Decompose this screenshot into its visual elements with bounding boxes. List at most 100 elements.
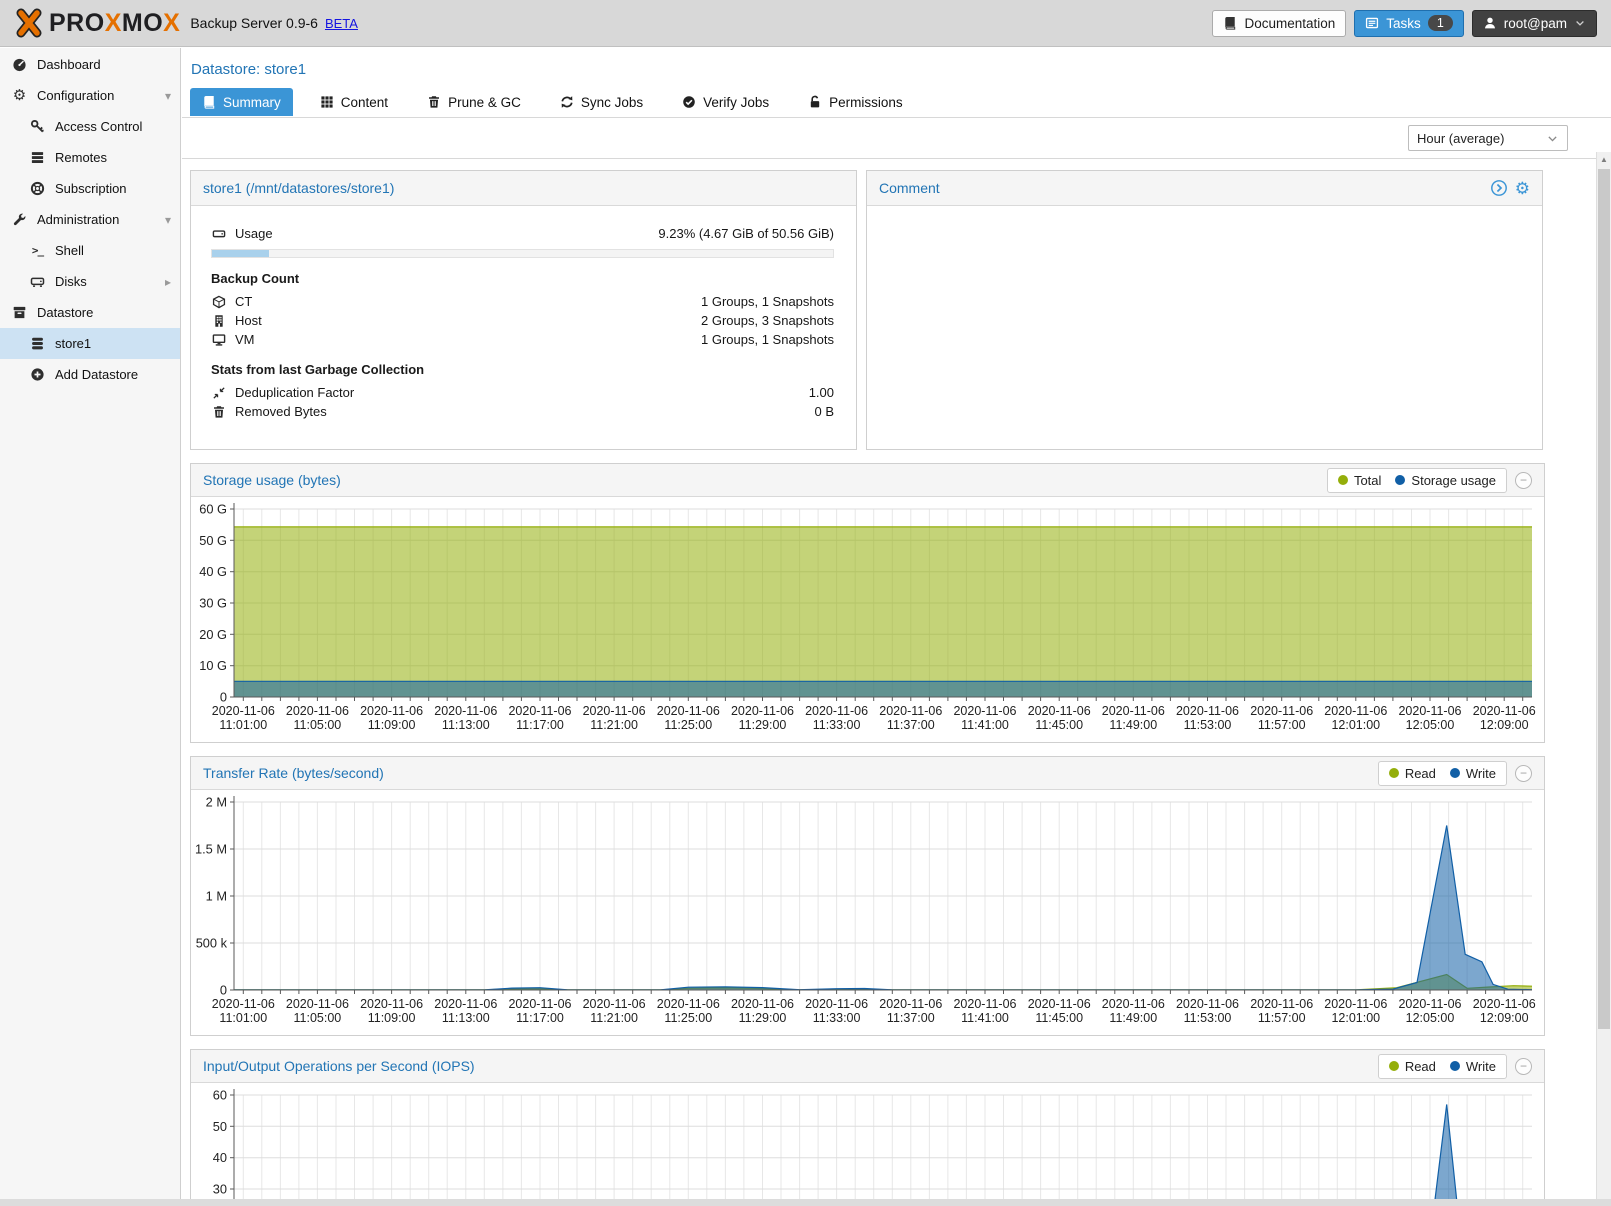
svg-text:11:41:00: 11:41:00 xyxy=(961,1011,1009,1025)
sidebar-item-datastore[interactable]: Datastore xyxy=(0,297,180,328)
tab-permissions[interactable]: Permissions xyxy=(796,88,915,116)
legend-item-read[interactable]: Read xyxy=(1388,1059,1436,1074)
vertical-scrollbar[interactable]: ▲ xyxy=(1596,152,1611,1206)
svg-text:2020-11-06: 2020-11-06 xyxy=(805,704,868,718)
user-menu-button[interactable]: root@pam xyxy=(1471,9,1597,37)
documentation-button[interactable]: Documentation xyxy=(1212,9,1347,37)
legend-dot xyxy=(1449,1061,1460,1071)
archive-icon xyxy=(11,305,28,320)
comment-body[interactable] xyxy=(867,206,1542,448)
legend-item-total[interactable]: Total xyxy=(1337,473,1381,488)
legend-dot xyxy=(1337,475,1348,485)
svg-text:11:05:00: 11:05:00 xyxy=(294,718,342,732)
top-bar: PROXMOX Backup Server 0.9-6 BETA Documen… xyxy=(0,0,1611,47)
chevron-circle-right-icon[interactable] xyxy=(1490,179,1508,197)
svg-text:11:53:00: 11:53:00 xyxy=(1184,718,1232,732)
content-area: Datastore: store1 Summary Content Prune … xyxy=(182,48,1611,1206)
svg-text:11:17:00: 11:17:00 xyxy=(516,1011,564,1025)
svg-text:11:09:00: 11:09:00 xyxy=(368,718,416,732)
svg-text:12:01:00: 12:01:00 xyxy=(1331,718,1380,732)
svg-text:2020-11-06: 2020-11-06 xyxy=(508,704,571,718)
svg-text:11:17:00: 11:17:00 xyxy=(516,718,564,732)
svg-text:11:29:00: 11:29:00 xyxy=(739,1011,787,1025)
backup-row-host: Host 2 Groups, 3 Snapshots xyxy=(211,311,834,330)
chevron-down-icon[interactable]: ▾ xyxy=(164,88,171,103)
svg-text:2020-11-06: 2020-11-06 xyxy=(583,704,646,718)
svg-text:2020-11-06: 2020-11-06 xyxy=(1473,704,1536,718)
sidebar-item-dashboard[interactable]: Dashboard xyxy=(0,49,180,80)
book-icon xyxy=(204,96,215,109)
gc-stats-header: Stats from last Garbage Collection xyxy=(211,362,425,377)
hdd-icon xyxy=(29,274,46,289)
sidebar-item-store1[interactable]: store1 xyxy=(0,328,180,359)
backup-row-ct: CT 1 Groups, 1 Snapshots xyxy=(211,292,834,311)
book-icon xyxy=(1225,17,1236,30)
terminal-icon: >_ xyxy=(31,244,44,257)
storage-usage-chart-panel: Storage usage (bytes) Total Storage usag… xyxy=(190,463,1545,743)
svg-text:10 G: 10 G xyxy=(199,658,227,673)
sidebar-item-add-datastore[interactable]: Add Datastore xyxy=(0,359,180,390)
svg-text:11:33:00: 11:33:00 xyxy=(813,1011,861,1025)
svg-text:11:05:00: 11:05:00 xyxy=(294,1011,342,1025)
sidebar-item-shell[interactable]: >_ Shell xyxy=(0,235,180,266)
gc-row-dedup: Deduplication Factor 1.00 xyxy=(211,383,834,402)
collapse-chart-icon[interactable]: − xyxy=(1515,1057,1532,1075)
trash-icon xyxy=(211,405,227,419)
chart-legend: Read Write xyxy=(1377,760,1507,786)
key-icon xyxy=(29,119,46,134)
transfer-rate-chart-panel: Transfer Rate (bytes/second) Read Write … xyxy=(190,756,1545,1036)
svg-text:30: 30 xyxy=(213,1182,227,1197)
collapse-chart-icon[interactable]: − xyxy=(1515,471,1532,489)
legend-item-read[interactable]: Read xyxy=(1388,766,1436,781)
svg-text:2020-11-06: 2020-11-06 xyxy=(1250,704,1313,718)
tab-content[interactable]: Content xyxy=(308,88,400,116)
sidebar-item-access-control[interactable]: Access Control xyxy=(0,111,180,142)
tab-bar: Summary Content Prune & GC Sync Jobs Ver… xyxy=(182,78,1611,118)
chevron-right-icon[interactable]: ▸ xyxy=(164,274,171,289)
svg-text:11:29:00: 11:29:00 xyxy=(739,718,787,732)
svg-text:2020-11-06: 2020-11-06 xyxy=(583,997,646,1011)
chart-title: Transfer Rate (bytes/second) xyxy=(203,765,384,781)
summary-panels: store1 (/mnt/datastores/store1) Usage 9.… xyxy=(182,159,1611,1206)
sidebar-item-configuration[interactable]: ⚙ Configuration ▾ xyxy=(12,87,171,104)
tab-prune-gc[interactable]: Prune & GC xyxy=(415,88,533,116)
svg-text:11:37:00: 11:37:00 xyxy=(887,718,935,732)
sync-icon xyxy=(561,96,573,108)
sidebar-item-administration[interactable]: Administration ▾ xyxy=(0,204,180,235)
time-range-select[interactable]: Hour (average) xyxy=(1408,125,1568,151)
chevron-down-icon[interactable]: ▾ xyxy=(164,212,171,227)
legend-item-storage-usage[interactable]: Storage usage xyxy=(1395,473,1496,488)
tab-verify-jobs[interactable]: Verify Jobs xyxy=(670,88,781,116)
scroll-up-arrow[interactable]: ▲ xyxy=(1600,155,1608,164)
beta-link[interactable]: BETA xyxy=(324,15,358,31)
sidebar-item-disks[interactable]: Disks ▸ xyxy=(0,266,180,297)
svg-text:2020-11-06: 2020-11-06 xyxy=(360,997,423,1011)
usage-row: Usage 9.23% (4.67 GiB of 50.56 GiB) xyxy=(211,224,834,243)
sidebar-item-subscription[interactable]: Subscription xyxy=(0,173,180,204)
scrollbar-thumb[interactable] xyxy=(1598,169,1610,1029)
svg-text:20 G: 20 G xyxy=(199,627,227,642)
legend-item-write[interactable]: Write xyxy=(1449,1059,1496,1074)
svg-text:2020-11-06: 2020-11-06 xyxy=(1176,704,1239,718)
svg-text:1.5 M: 1.5 M xyxy=(195,842,227,857)
svg-text:60: 60 xyxy=(213,1088,227,1103)
svg-text:11:21:00: 11:21:00 xyxy=(590,718,638,732)
chart-legend: Read Write xyxy=(1377,1053,1507,1079)
tasks-button[interactable]: Tasks 1 xyxy=(1354,9,1464,37)
legend-item-write[interactable]: Write xyxy=(1449,766,1496,781)
svg-text:2020-11-06: 2020-11-06 xyxy=(1324,704,1387,718)
svg-text:2020-11-06: 2020-11-06 xyxy=(212,704,275,718)
iops-chart: 01020304050602020-11-0611:01:002020-11-0… xyxy=(191,1083,1544,1206)
product-version: Backup Server 0.9-6 xyxy=(190,15,318,31)
compress-icon xyxy=(211,386,227,400)
svg-text:11:01:00: 11:01:00 xyxy=(219,718,267,732)
svg-text:2020-11-06: 2020-11-06 xyxy=(1028,997,1091,1011)
svg-text:12:01:00: 12:01:00 xyxy=(1331,1011,1380,1025)
tab-sync-jobs[interactable]: Sync Jobs xyxy=(548,88,655,116)
svg-text:60 G: 60 G xyxy=(199,502,227,517)
tab-summary[interactable]: Summary xyxy=(190,88,293,116)
sidebar-item-remotes[interactable]: Remotes xyxy=(0,142,180,173)
gear-icon[interactable]: ⚙ xyxy=(1514,178,1530,198)
collapse-chart-icon[interactable]: − xyxy=(1515,764,1532,782)
